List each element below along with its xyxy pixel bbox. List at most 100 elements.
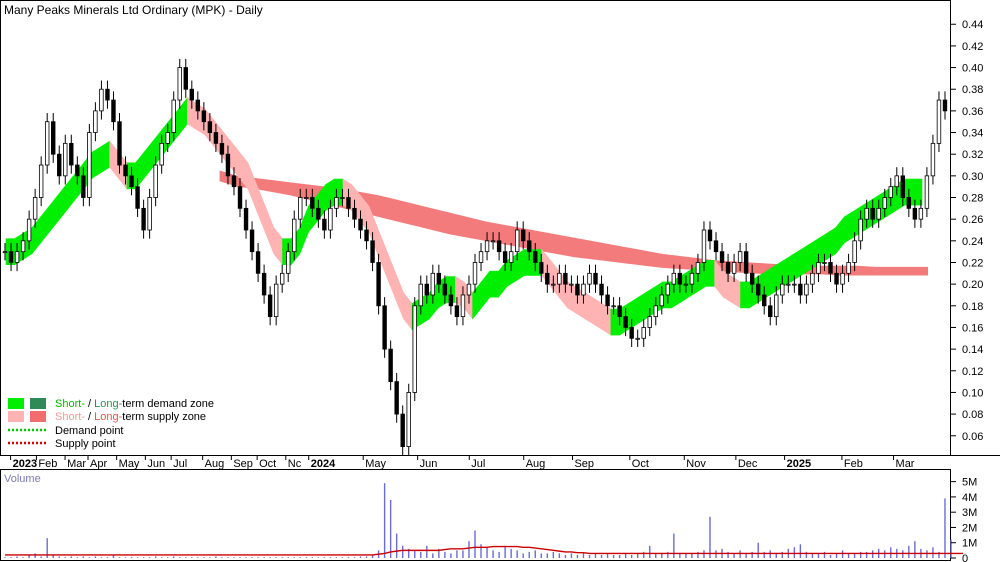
candle-body: [213, 132, 219, 144]
candle-body: [858, 218, 863, 242]
candle-body: [539, 262, 544, 274]
candle-body: [141, 207, 146, 231]
candle-body: [725, 262, 731, 274]
candle-body: [328, 207, 333, 231]
x-tick-label: Mar: [67, 458, 86, 470]
candle-body: [581, 283, 586, 296]
candle-body: [731, 262, 737, 274]
short-term-supply-zone: [256, 184, 266, 233]
candle-body: [545, 272, 550, 285]
candle-body: [424, 283, 429, 296]
candle-body: [376, 262, 381, 307]
candle-body: [279, 272, 285, 285]
price-tick-label: 0.12: [962, 366, 983, 378]
candle-body: [834, 272, 839, 285]
candle-body: [135, 186, 140, 209]
chart-title: Many Peaks Minerals Ltd Ordinary (MPK) -…: [4, 3, 263, 17]
candle-body: [894, 175, 899, 188]
volume-tick-label: 4M: [962, 492, 977, 504]
candle-body: [533, 251, 538, 263]
candle-body: [876, 207, 881, 220]
candle-body: [159, 142, 164, 166]
short-term-demand-zone: [766, 265, 776, 298]
candle-body: [918, 207, 924, 220]
candle-body: [57, 153, 62, 177]
candle-body: [743, 251, 749, 274]
short-term-demand-zone: [66, 172, 76, 212]
candle-body: [822, 262, 827, 264]
candle-body: [514, 229, 520, 253]
volume-average-line: [5, 545, 964, 556]
short-term-demand-zone: [705, 260, 715, 287]
candle-body: [671, 272, 677, 285]
legend-demand-zone: Short- / Long-term demand zone: [55, 398, 214, 410]
candle-body: [864, 207, 869, 220]
volume-axis: 5M 4M 3M 2M 1M 0: [951, 477, 977, 562]
candle-body: [237, 186, 243, 209]
legend-long-supply-swatch: [30, 411, 46, 422]
candle-body: [786, 283, 791, 286]
candle-body: [20, 240, 26, 253]
candle-body: [195, 99, 201, 112]
x-tick-label: May: [365, 458, 386, 470]
candle-body: [478, 251, 484, 263]
candle-body: [641, 327, 646, 339]
price-tick-label: 0.44: [962, 19, 983, 31]
candle-body: [569, 283, 574, 286]
x-tick-label: 2025: [787, 458, 811, 470]
candle-body: [286, 251, 291, 274]
legend-supply-point: Supply point: [55, 438, 116, 450]
candle-body: [737, 251, 743, 263]
short-term-demand-zone: [31, 216, 41, 255]
candle-body: [183, 67, 188, 90]
candle-body: [370, 240, 375, 263]
price-tick-label: 0.20: [962, 279, 983, 291]
candle-body: [804, 283, 809, 296]
price-tick-label: 0.08: [962, 409, 983, 421]
candle-body: [472, 262, 478, 285]
short-term-demand-zone: [826, 227, 836, 260]
candle-body: [816, 262, 821, 274]
candle-body: [304, 197, 309, 199]
short-term-demand-zone: [498, 259, 508, 298]
candle-body: [400, 413, 405, 447]
candle-body: [617, 305, 622, 318]
price-tick-label: 0.16: [962, 322, 983, 334]
short-term-supply-zone: [567, 281, 577, 314]
price-tick-label: 0.36: [962, 106, 983, 118]
candle-body: [207, 121, 213, 133]
price-tick-label: 0.24: [962, 236, 983, 248]
short-term-demand-zone: [792, 248, 802, 282]
candle-body: [466, 283, 472, 296]
candle-body: [2, 251, 8, 254]
short-term-demand-zone: [913, 178, 923, 206]
candle-body: [629, 327, 634, 339]
candle-body: [189, 88, 195, 101]
candle-body: [719, 251, 725, 263]
short-term-supply-zone: [601, 303, 612, 336]
price-tick-label: 0.06: [962, 431, 983, 443]
short-term-supply-zone: [230, 140, 240, 179]
candle-body: [249, 229, 255, 253]
candle-body: [659, 294, 664, 307]
candle-body: [936, 99, 942, 144]
price-tick-label: 0.34: [962, 128, 983, 140]
x-tick-label: Sep: [233, 458, 253, 470]
candle-body: [340, 197, 345, 199]
candle-body: [394, 381, 399, 415]
candle-body: [611, 305, 616, 308]
candle-body: [75, 164, 80, 177]
x-tick-label: 2023: [13, 458, 37, 470]
volume-layer: [4, 483, 964, 558]
candle-body: [334, 197, 339, 209]
candle-body: [846, 262, 851, 274]
short-term-demand-zone: [627, 297, 638, 331]
short-term-supply-zone: [247, 162, 257, 211]
candle-body: [99, 88, 104, 112]
candle-body: [798, 283, 803, 296]
candle-body: [593, 272, 598, 285]
candle-body: [749, 272, 755, 285]
short-term-supply-zone: [584, 292, 594, 325]
candle-body: [219, 142, 225, 155]
price-axis: 0.44 0.42 0.40 0.38 0.36 0.34 0.32 0.30 0.28 0.26…: [951, 19, 983, 443]
